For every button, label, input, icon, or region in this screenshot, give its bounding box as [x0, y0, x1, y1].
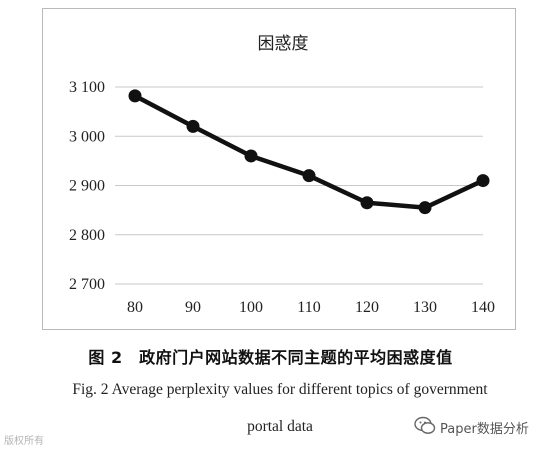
data-point	[186, 119, 200, 133]
data-point	[128, 89, 142, 103]
data-point	[476, 174, 490, 188]
y-tick-label: 2 900	[69, 178, 105, 195]
figure-caption-cn: 图 2 政府门户网站数据不同主题的平均困惑度值	[88, 348, 453, 367]
y-tick-label: 3 000	[69, 128, 105, 145]
chart-frame: 困惑度 2 700 2 800 2 900 3 000 3 100 80 90 100 110…	[42, 8, 516, 330]
watermark-left: 版权所有	[4, 436, 44, 447]
x-tick-label: 140	[471, 299, 495, 316]
x-axis-ticks: 80 90 100 110 120 130 140	[127, 299, 495, 316]
figure-caption-en-line2: portal data	[247, 418, 313, 435]
data-point	[360, 196, 374, 210]
figure-caption-en-line1: Fig. 2 Average perplexity values for dif…	[72, 381, 488, 398]
line-chart: 困惑度 2 700 2 800 2 900 3 000 3 100 80 90 100 110…	[69, 34, 495, 316]
series-layer	[128, 89, 490, 215]
x-tick-label: 110	[297, 299, 320, 316]
data-point	[302, 169, 316, 183]
grid-lines	[115, 86, 483, 285]
x-tick-label: 120	[355, 299, 379, 316]
x-tick-label: 80	[127, 299, 143, 316]
x-tick-label: 90	[185, 299, 201, 316]
wechat-icon	[414, 416, 436, 434]
watermark-right: Paper数据分析	[440, 422, 529, 437]
x-tick-label: 130	[413, 299, 437, 316]
data-point	[244, 149, 258, 163]
data-point	[418, 201, 432, 215]
series-line	[133, 93, 484, 210]
chart-title: 困惑度	[258, 34, 309, 54]
y-tick-label: 2 700	[69, 276, 105, 293]
y-axis-ticks: 2 700 2 800 2 900 3 000 3 100	[69, 79, 105, 293]
x-tick-label: 100	[239, 299, 263, 316]
y-tick-label: 3 100	[69, 79, 105, 96]
y-tick-label: 2 800	[69, 227, 105, 244]
